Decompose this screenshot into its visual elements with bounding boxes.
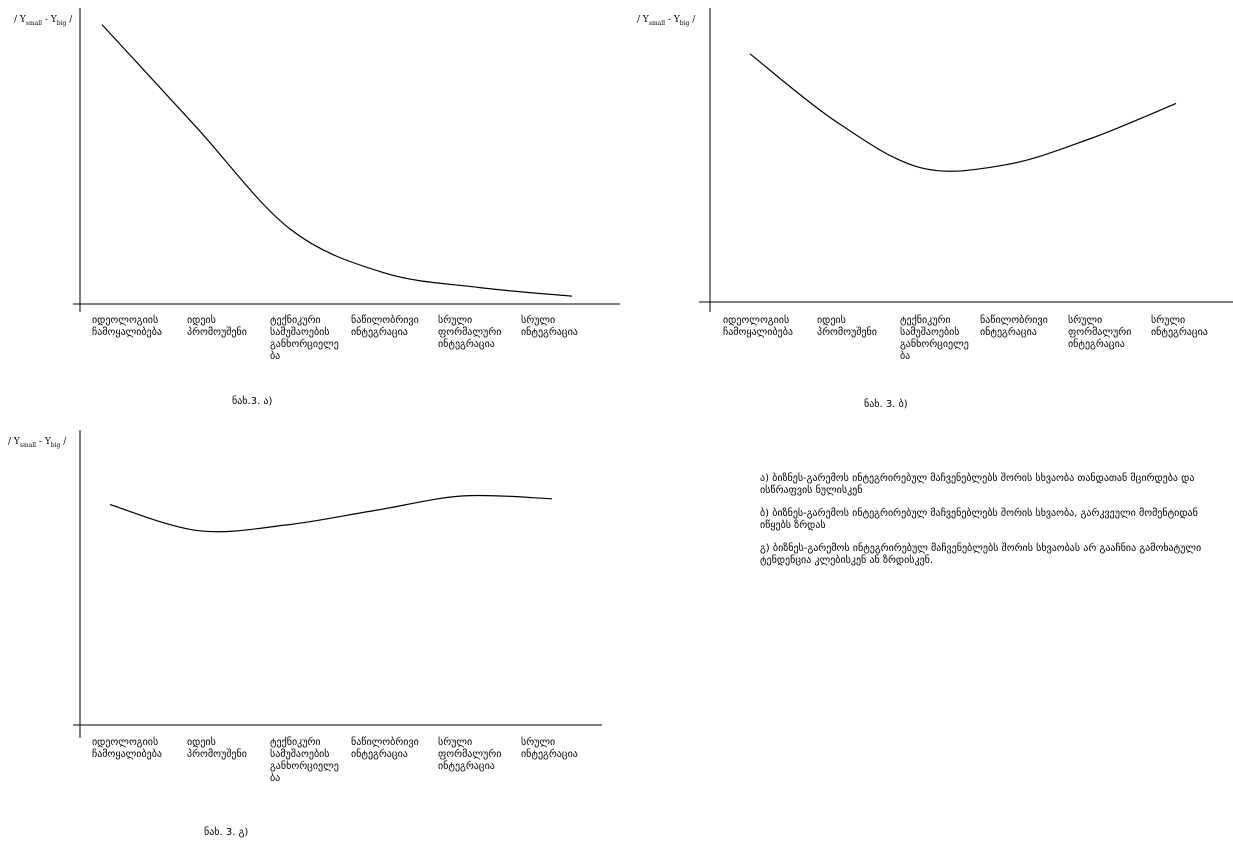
- x-tick-label: სრული ინტეგრაცია: [1151, 315, 1208, 338]
- x-tick-label: იდეოლოგიის ჩამოყალიბება: [92, 315, 162, 338]
- x-tick-label: სრული ფორმალური ინტეგრაცია: [438, 737, 502, 772]
- note-b: ბ) ბიზნეს-გარემოს ინტეგრირებულ მაჩვენებლ…: [760, 508, 1198, 531]
- chart-panel-c: / Ysmall - Ybig / იდეოლოგიის ჩამოყალიბებ…: [0, 425, 620, 843]
- chart-panel-a: / Ysmall - Ybig / იდეოლოგიის ჩამოყალიბებ…: [0, 0, 620, 410]
- x-tick-label: იდეოლოგიის ჩამოყალიბება: [92, 737, 162, 760]
- series-line: [101, 24, 573, 297]
- y-axis-label: / Ysmall - Ybig /: [14, 15, 73, 27]
- y-axis-label: / Ysmall - Ybig /: [8, 437, 67, 449]
- x-tick-label: იდეოლოგიის ჩამოყალიბება: [723, 315, 793, 338]
- x-tick-label: ტექნიკური სამუშაოების განხორციელე ბა: [270, 315, 339, 362]
- note-c: გ) ბიზნეს-გარემოს ინტეგრირებულ მაჩვენებლ…: [760, 543, 1202, 566]
- x-tick-label: სრული ინტეგრაცია: [521, 737, 578, 760]
- figure-caption: ნახ.3. ა): [232, 396, 273, 407]
- x-tick-label: იდეის პრომოუშენი: [817, 315, 877, 338]
- chart-panel-b: / Ysmall - Ybig / იდეოლოგიის ჩამოყალიბებ…: [627, 0, 1233, 420]
- chart-svg: [73, 430, 602, 738]
- chart-svg: [699, 8, 1233, 312]
- series-line: [749, 53, 1177, 172]
- x-tick-label: ნაწილობრივი ინტეგრაცია: [351, 315, 419, 338]
- x-tick-label: ნაწილობრივი ინტეგრაცია: [351, 737, 419, 760]
- figure-caption: ნახ. 3. ბ): [864, 399, 908, 410]
- chart-svg: [73, 8, 620, 312]
- x-tick-label: სრული ფორმალური ინტეგრაცია: [438, 315, 502, 350]
- y-axis-label: / Ysmall - Ybig /: [637, 15, 696, 27]
- note-a: ა) ბიზნეს-გარემოს ინტეგრირებულ მაჩვენებლ…: [760, 473, 1195, 496]
- x-tick-label: სრული ინტეგრაცია: [521, 315, 578, 338]
- x-tick-label: ნაწილობრივი ინტეგრაცია: [980, 315, 1048, 338]
- x-tick-label: ტექნიკური სამუშაოების განხორციელე ბა: [270, 737, 339, 784]
- x-tick-label: ტექნიკური სამუშაოების განხორციელე ბა: [900, 315, 969, 362]
- x-tick-label: სრული ფორმალური ინტეგრაცია: [1068, 315, 1132, 350]
- series-line: [109, 494, 553, 533]
- figure-notes: ა) ბიზნეს-გარემოს ინტეგრირებულ მაჩვენებლ…: [760, 473, 1230, 578]
- figure-caption: ნახ. 3. გ): [204, 827, 249, 838]
- x-tick-label: იდეის პრომოუშენი: [187, 315, 247, 338]
- x-tick-label: იდეის პრომოუშენი: [187, 737, 247, 760]
